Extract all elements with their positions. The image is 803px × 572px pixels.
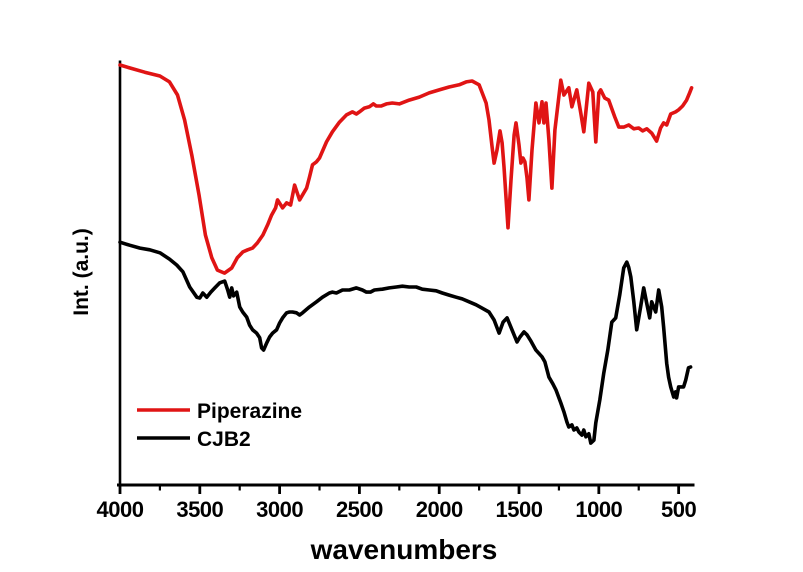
x-axis-ticks: 4000 3500 3000 2500 2000 1500 1000 500 [97, 485, 697, 522]
x-axis-title: wavenumbers [310, 534, 498, 565]
x-tick-label: 2500 [336, 497, 383, 522]
x-tick-label: 1500 [496, 497, 543, 522]
x-tick-label: 1000 [575, 497, 622, 522]
x-tick-label: 3000 [256, 497, 303, 522]
legend-label-cjb2: CJB2 [197, 428, 251, 451]
x-tick-label: 3500 [176, 497, 223, 522]
y-axis-title: Int. (a.u.) [70, 228, 93, 316]
x-tick-label: 500 [661, 497, 696, 522]
legend-label-piperazine: Piperazine [197, 400, 302, 423]
cjb2-curve [118, 240, 693, 445]
legend: Piperazine CJB2 [137, 400, 302, 451]
spectra-curves [118, 63, 694, 445]
x-tick-label: 2000 [416, 497, 463, 522]
piperazine-curve [118, 63, 694, 275]
x-tick-label: 4000 [97, 497, 144, 522]
